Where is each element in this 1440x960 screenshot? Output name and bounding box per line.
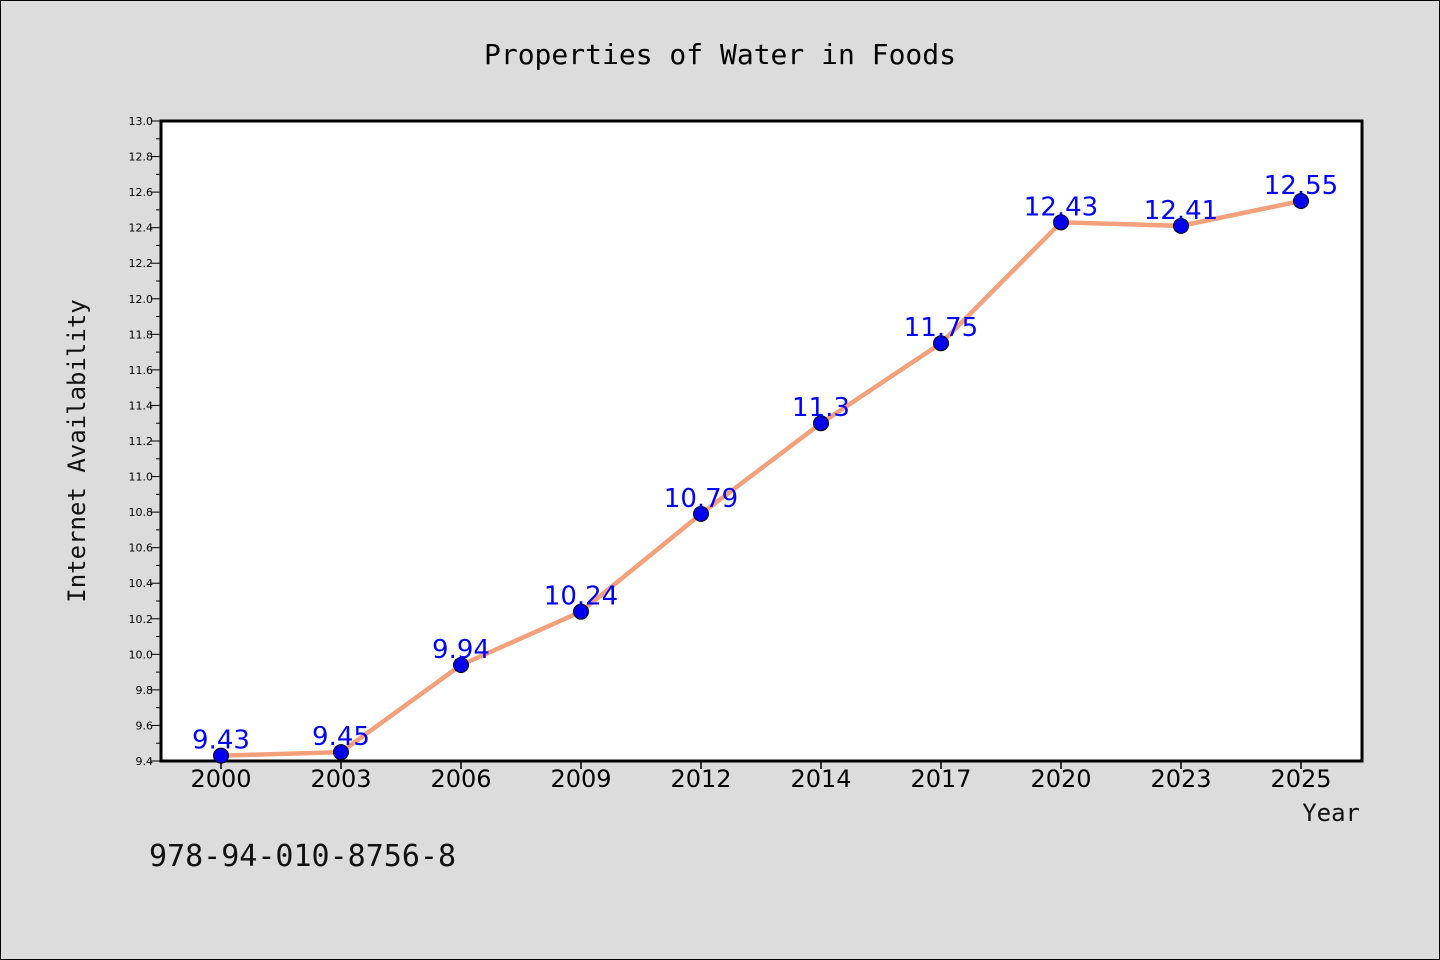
x-tick-label: 2014 bbox=[790, 765, 851, 793]
data-label: 10.79 bbox=[664, 484, 738, 514]
y-tick-label: 9.6 bbox=[136, 719, 154, 732]
x-tick-label: 2009 bbox=[550, 765, 611, 793]
data-point bbox=[213, 747, 229, 764]
y-axis-label: Internet Availability bbox=[63, 299, 91, 602]
data-label: 9.94 bbox=[432, 635, 490, 665]
data-label: 9.45 bbox=[312, 722, 370, 752]
y-tick-label: 10.2 bbox=[129, 613, 154, 626]
data-point bbox=[1053, 214, 1069, 231]
data-point bbox=[813, 415, 829, 432]
data-label: 9.43 bbox=[192, 726, 250, 756]
y-tick-label: 10.6 bbox=[129, 542, 154, 555]
x-tick-label: 2000 bbox=[190, 765, 251, 793]
y-tick-label: 11.4 bbox=[129, 399, 154, 412]
series-line bbox=[218, 198, 1304, 758]
data-label: 12.43 bbox=[1024, 192, 1098, 222]
y-tick-label: 12.2 bbox=[129, 257, 154, 270]
y-tick-label: 12.8 bbox=[129, 151, 154, 164]
y-tick-label: 9.8 bbox=[136, 684, 154, 697]
isbn-annotation: 978-94-010-8756-8 bbox=[149, 839, 456, 874]
data-point bbox=[933, 335, 949, 352]
data-point bbox=[333, 744, 349, 761]
y-tick-label: 9.4 bbox=[136, 755, 154, 768]
data-point bbox=[1293, 193, 1309, 209]
data-label: 12.41 bbox=[1144, 196, 1218, 226]
data-label: 11.3 bbox=[792, 393, 850, 423]
y-tick-label: 10.8 bbox=[129, 506, 154, 519]
y-tick-label: 11.2 bbox=[129, 435, 154, 448]
y-tick-label: 12.6 bbox=[129, 186, 154, 199]
chart-title: Properties of Water in Foods bbox=[484, 38, 956, 71]
plot-area bbox=[159, 119, 1364, 763]
data-point bbox=[453, 657, 469, 673]
x-tick-label: 2006 bbox=[430, 765, 491, 793]
data-point bbox=[573, 603, 589, 620]
x-tick-label: 2025 bbox=[1270, 765, 1331, 793]
y-tick-label: 11.8 bbox=[129, 328, 154, 341]
x-axis: 2000 2003 2006 2009 2012 2014 2017 2020 2023 2025 bbox=[190, 761, 1332, 793]
y-tick-label: 11.0 bbox=[129, 471, 154, 484]
x-tick-label: 2017 bbox=[910, 765, 971, 793]
y-axis: 9.4 9.6 9.8 10.0 10.2 10.4 10.6 10.8 11.0 11.2 11.… bbox=[129, 115, 161, 768]
y-tick-label: 10.4 bbox=[129, 577, 154, 590]
data-label: 11.75 bbox=[904, 313, 978, 343]
data-label: 12.55 bbox=[1264, 171, 1338, 201]
y-tick-label: 11.6 bbox=[129, 364, 154, 377]
x-tick-label: 2020 bbox=[1030, 765, 1091, 793]
x-tick-label: 2012 bbox=[670, 765, 731, 793]
data-label: 10.24 bbox=[544, 582, 618, 612]
y-tick-label: 10.0 bbox=[129, 648, 154, 661]
y-tick-label: 12.4 bbox=[129, 222, 154, 235]
x-axis-label: Year bbox=[1302, 799, 1360, 827]
y-tick-label: 12.0 bbox=[129, 293, 154, 306]
y-tick-label: 13.0 bbox=[129, 115, 154, 128]
x-tick-label: 2023 bbox=[1150, 765, 1211, 793]
x-tick-label: 2003 bbox=[310, 765, 371, 793]
data-point bbox=[693, 505, 709, 522]
series-line-group: 9.43 9.45 9.94 10.24 10.79 11.3 11.75 12.43 12.4… bbox=[192, 171, 1338, 764]
data-point bbox=[1173, 217, 1189, 234]
